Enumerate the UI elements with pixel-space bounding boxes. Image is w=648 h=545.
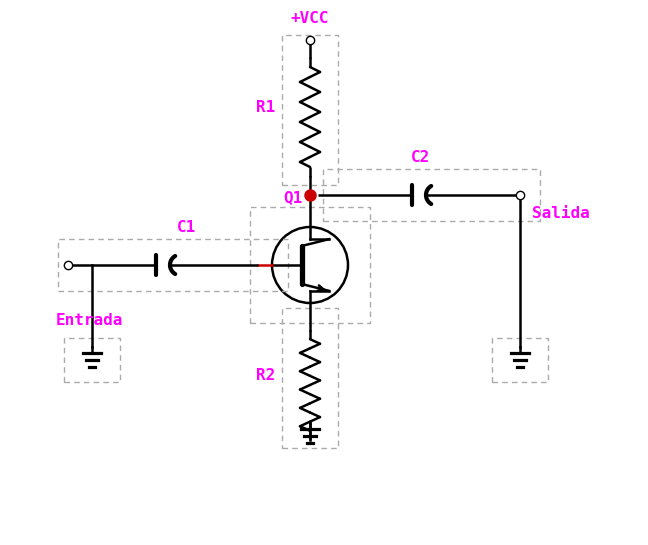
Text: R1: R1 xyxy=(256,100,275,114)
Text: R2: R2 xyxy=(256,367,275,383)
Bar xyxy=(250,207,370,323)
Text: C1: C1 xyxy=(176,220,196,235)
Bar xyxy=(58,239,288,291)
Text: Entrada: Entrada xyxy=(56,313,123,328)
Bar xyxy=(492,338,548,382)
Bar xyxy=(282,308,338,448)
Bar xyxy=(282,35,338,185)
Text: Q1: Q1 xyxy=(283,190,302,205)
Text: +VCC: +VCC xyxy=(291,11,329,26)
Text: Salida: Salida xyxy=(532,205,590,221)
Bar xyxy=(64,338,120,382)
Text: C2: C2 xyxy=(410,150,430,165)
Bar xyxy=(323,169,540,221)
